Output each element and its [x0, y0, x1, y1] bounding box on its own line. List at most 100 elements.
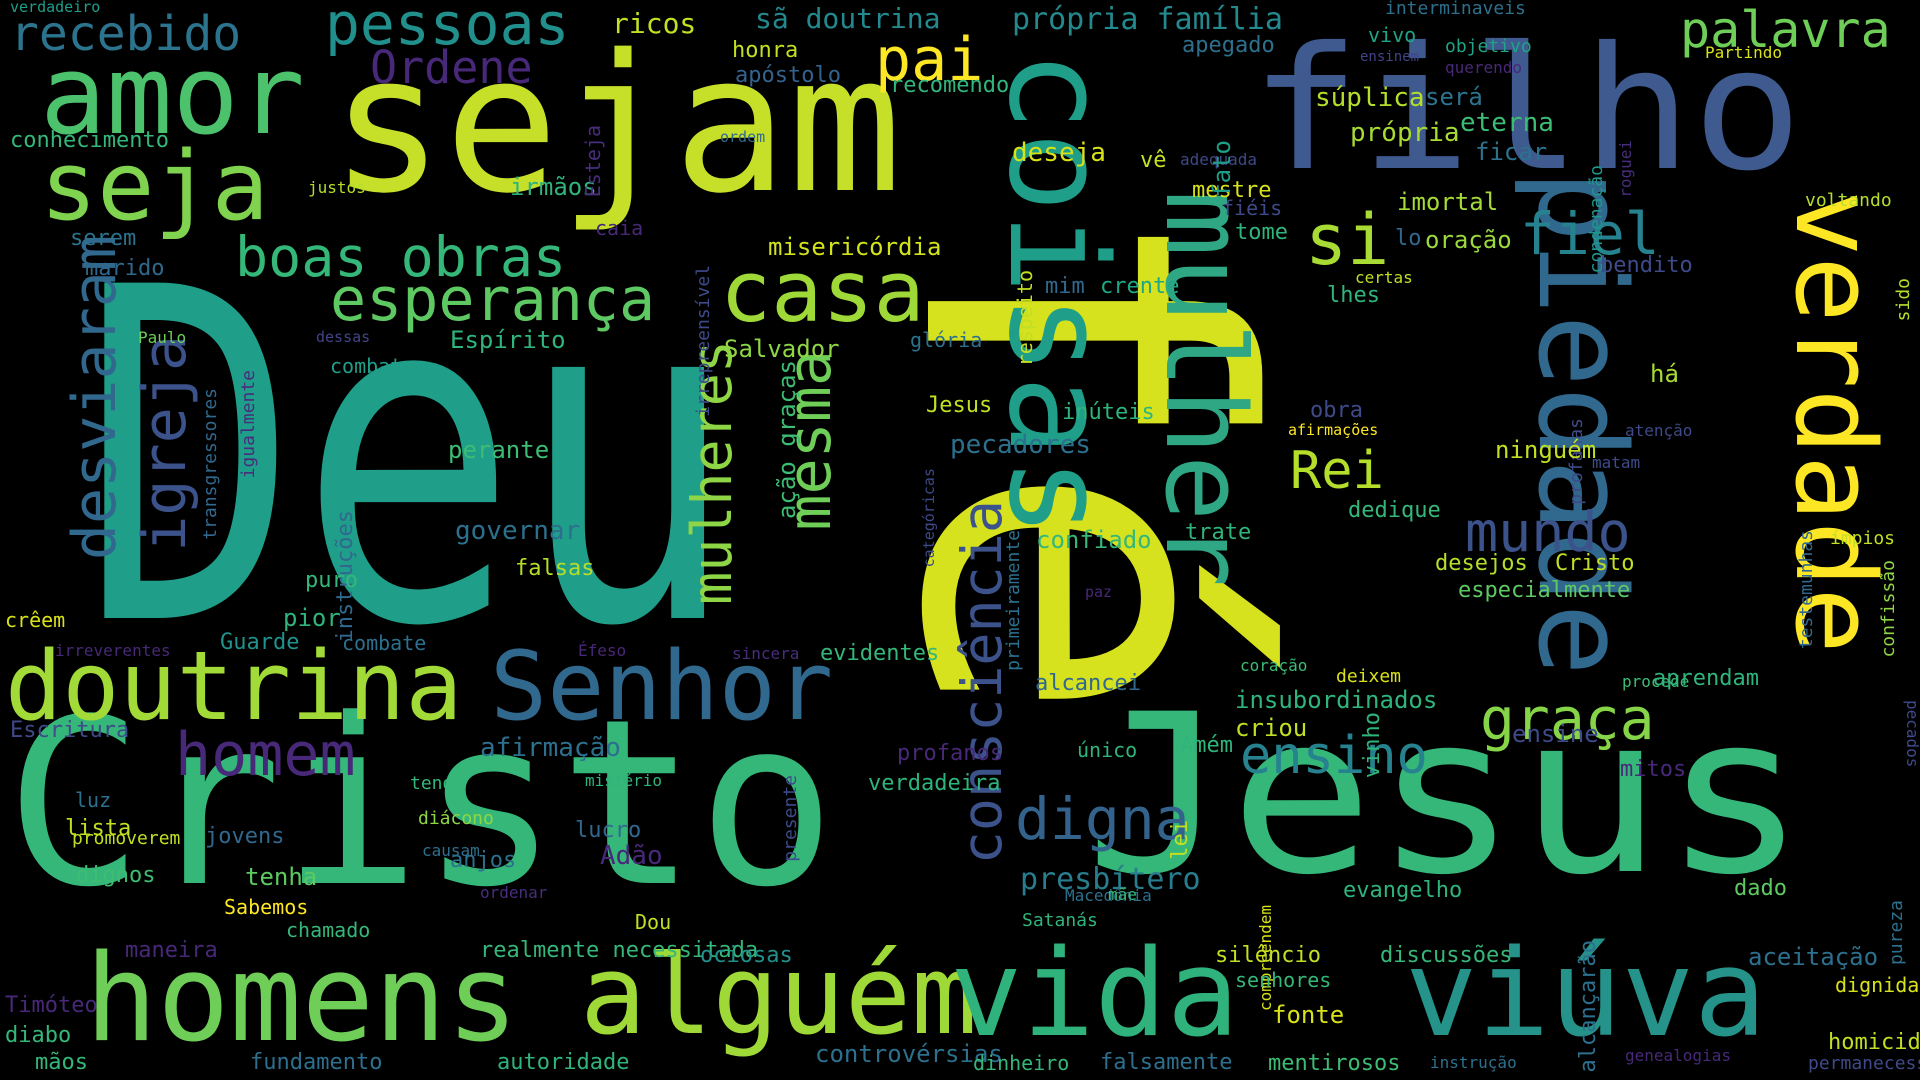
word: fundamento	[250, 1050, 383, 1075]
word: serem	[70, 226, 137, 251]
word: diácono	[418, 808, 494, 829]
word: recomendo	[890, 73, 1010, 98]
word: governar	[455, 516, 581, 546]
word: eterna	[1460, 108, 1554, 138]
word: presbítero	[1020, 862, 1201, 897]
word: ensinem	[1360, 49, 1420, 65]
word: casa	[720, 243, 925, 342]
word: honra	[732, 38, 799, 63]
word: ação graças	[773, 360, 801, 519]
word: vivo	[1368, 23, 1417, 47]
word: voltando	[1805, 190, 1892, 211]
word: ensino	[1240, 726, 1428, 786]
word: Paulo	[138, 328, 187, 347]
word: procede	[1622, 672, 1690, 691]
word: palavra	[1680, 1, 1891, 59]
word: será	[1425, 83, 1483, 111]
word: apóstolo	[735, 63, 841, 88]
word: deixem	[1336, 666, 1402, 687]
word: confiado	[1036, 526, 1152, 554]
word: dignos	[76, 863, 156, 888]
word: obra	[1310, 398, 1363, 423]
word: sã doutrina	[755, 2, 941, 35]
word: realmente necessitada	[480, 938, 759, 963]
word: profanos	[897, 741, 1003, 766]
word: tome	[1235, 220, 1288, 245]
word: alcançarão	[1576, 940, 1601, 1073]
word: fiéis	[1222, 196, 1283, 220]
word: Jesus	[1085, 667, 1807, 923]
word: certas	[1355, 268, 1413, 287]
word: afirmação	[480, 733, 621, 763]
word: tendo	[410, 773, 465, 794]
word: senhores	[1235, 968, 1332, 992]
word: primeiramente	[1003, 530, 1024, 671]
word: recebido	[10, 6, 242, 62]
word: anjos	[450, 848, 517, 873]
word: instrução	[1430, 1053, 1517, 1072]
word: único	[1077, 738, 1138, 762]
word: sincera	[732, 644, 800, 663]
word: crêem	[5, 608, 66, 632]
word: confissão	[1878, 560, 1899, 658]
word: glória	[910, 328, 983, 352]
word: Ordene	[370, 41, 533, 94]
word: Salvador	[724, 335, 840, 363]
word: fonte	[1272, 1001, 1345, 1029]
word: doutrina	[5, 632, 463, 742]
word: pecadores	[950, 430, 1091, 460]
word: sido	[1893, 278, 1914, 322]
word: igualmente	[238, 370, 259, 479]
word: Esteja	[581, 125, 605, 198]
word: verdadeira	[868, 771, 1001, 796]
word: mentirosos	[1268, 1051, 1401, 1076]
word: crente	[1100, 274, 1180, 299]
word: jovens	[205, 824, 285, 849]
word: condenação	[1586, 165, 1607, 274]
word: conhecimento	[10, 128, 169, 153]
word: irrepreensível	[693, 265, 714, 417]
word: combata	[330, 354, 415, 378]
word: filho	[1250, 11, 1803, 209]
word: tenha	[245, 863, 318, 891]
word: lucro	[575, 818, 642, 843]
word: própria família	[1012, 2, 1283, 37]
word: amor	[40, 31, 305, 159]
word: consciência	[950, 500, 1014, 865]
word: digna	[1015, 785, 1190, 853]
word: genealogias	[1625, 1046, 1731, 1065]
word: Cristo	[1555, 551, 1635, 576]
word: coração	[1240, 656, 1308, 675]
word: Macedônia	[1065, 886, 1152, 905]
word: pecados	[1903, 700, 1920, 768]
word: esperança	[330, 265, 656, 335]
word: fato	[1208, 140, 1236, 198]
word: homem	[175, 720, 356, 790]
word: Guarde	[220, 630, 300, 655]
word: viúva	[1405, 925, 1767, 1064]
word: criou	[1235, 714, 1308, 742]
word: especialmente	[1458, 578, 1631, 603]
word: dado	[1734, 876, 1787, 901]
word: Cristo	[5, 671, 836, 938]
word: desejos	[1435, 551, 1528, 576]
word: Senhor	[490, 632, 834, 742]
word: verdadeiro	[10, 0, 101, 16]
word: interminaveis	[1385, 0, 1526, 19]
word: pior	[283, 604, 341, 632]
word: graça	[1480, 685, 1655, 753]
word: irmãos	[510, 173, 597, 201]
word: ociosas	[700, 943, 793, 968]
word: insubordinados	[1235, 686, 1438, 714]
word: paz	[1085, 583, 1113, 601]
word: diabo	[5, 1023, 72, 1048]
word: dessas	[316, 328, 371, 346]
word: aceitação	[1748, 943, 1879, 971]
word: há	[1650, 360, 1679, 388]
word: ficar	[1475, 138, 1548, 166]
word: testemunhas	[1796, 530, 1817, 650]
word: apegado	[1182, 33, 1275, 58]
word: vinho	[1360, 712, 1385, 779]
word: deseja	[1012, 138, 1106, 168]
